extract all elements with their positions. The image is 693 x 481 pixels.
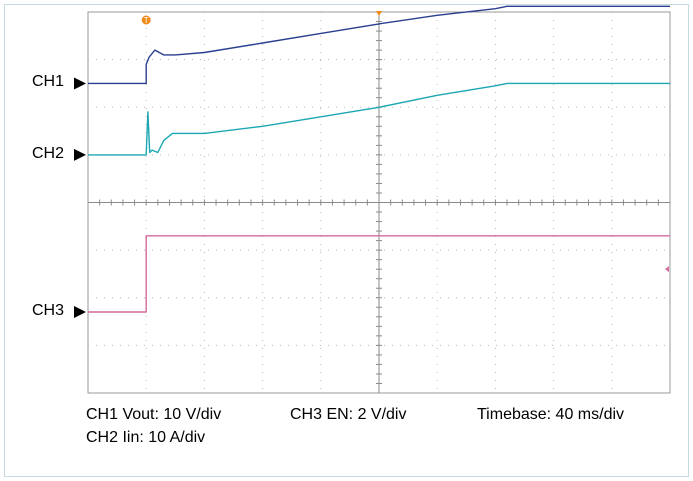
channel-arrow-icon — [74, 306, 86, 319]
channel-arrow-icon — [74, 77, 86, 90]
time-position-marker — [376, 11, 382, 16]
trigger-marker — [141, 15, 151, 25]
channel-label-ch2: CH2 — [32, 144, 65, 162]
ch3-trace — [88, 235, 670, 313]
figure-frame — [4, 4, 689, 477]
grid — [87, 11, 671, 394]
timebase-label: Timebase: 40 ms/div — [477, 406, 625, 423]
ch1-scale-label: CH1 Vout: 10 V/div — [86, 406, 222, 423]
ch1-trace — [88, 5, 670, 85]
ch3-scale-label: CH3 EN: 2 V/div — [290, 406, 407, 423]
channel-label-ch3: CH3 — [32, 302, 65, 320]
trigger-level-marker — [665, 266, 669, 273]
markers: T — [74, 11, 669, 319]
traces — [88, 5, 670, 313]
trigger-marker-label: T — [144, 16, 149, 25]
ch2-trace — [88, 82, 670, 156]
channel-arrow-icon — [74, 148, 86, 161]
channel-label-ch1: CH1 — [32, 73, 65, 91]
ch2-scale-label: CH2 Iin: 10 A/div — [86, 429, 206, 446]
